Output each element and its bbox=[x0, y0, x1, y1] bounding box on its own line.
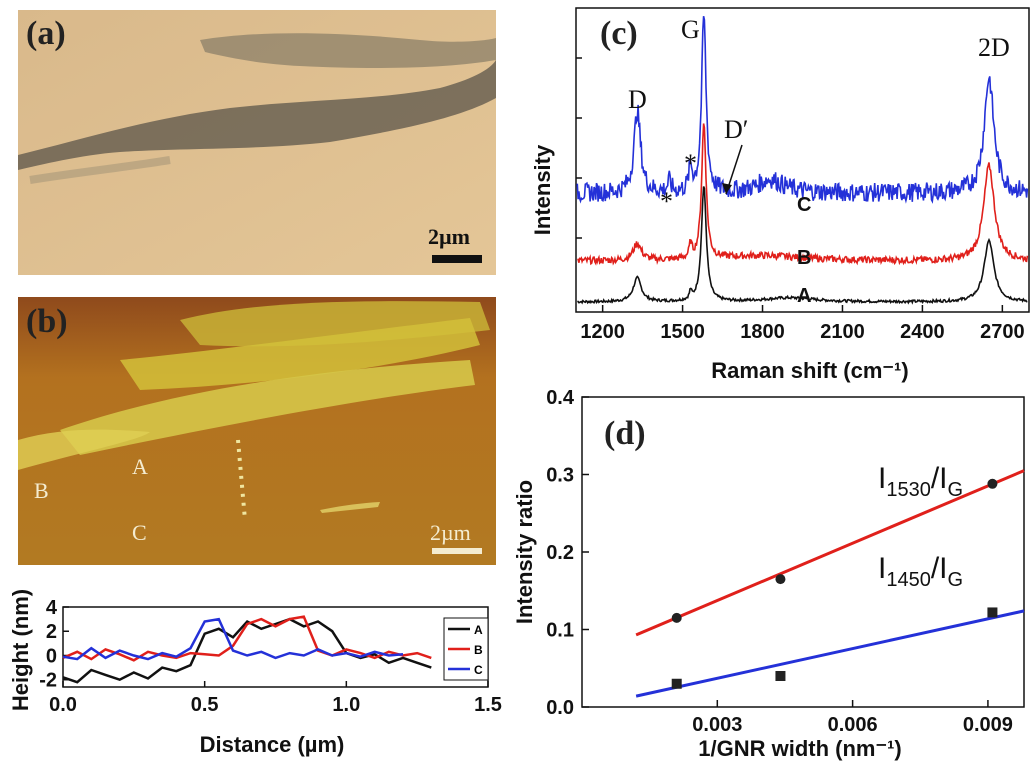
ratio-point bbox=[775, 574, 786, 585]
raman-plot-area bbox=[575, 7, 1030, 313]
ratio-ytick-label: 0.2 bbox=[546, 542, 574, 564]
scale-bar-a bbox=[432, 255, 482, 263]
raman-xtick-label: 1200 bbox=[580, 321, 625, 343]
ratio-plot-area bbox=[581, 396, 1025, 708]
ratio-ytick-label: 0.1 bbox=[546, 620, 574, 642]
raman-xtick-label: 2700 bbox=[980, 321, 1025, 343]
ratio-ylabel: Intensity ratio bbox=[512, 480, 537, 624]
ratio-point bbox=[987, 478, 998, 489]
profile-xtick-label: 1.5 bbox=[474, 694, 502, 716]
raman-line-a bbox=[577, 186, 1028, 305]
profile-ytick-label: 2 bbox=[46, 621, 57, 643]
ratio-point bbox=[671, 612, 682, 623]
profile-ytick-label: 0 bbox=[46, 645, 57, 667]
ratio-fit-line-1 bbox=[635, 609, 1025, 698]
annotation-i1450-ig: I1450/IG bbox=[878, 552, 963, 591]
ratio-xtick-label: 0.009 bbox=[963, 714, 1013, 736]
raman-ylabel: Intensity bbox=[530, 144, 555, 235]
ratio-ytick-label: 0.4 bbox=[546, 387, 575, 409]
profile-line-b bbox=[62, 615, 432, 662]
afm-marker-c: C bbox=[132, 520, 147, 545]
profile-ytick-label: -2 bbox=[39, 670, 57, 692]
ratio-ytick-label: 0.0 bbox=[546, 697, 574, 719]
panel-label-c: (c) bbox=[600, 15, 638, 52]
graphene-ribbon-shadow bbox=[18, 60, 496, 170]
raman-xlabel: Raman shift (cm⁻¹) bbox=[711, 358, 908, 383]
raman-label-b: B bbox=[797, 247, 811, 269]
scale-bar-label-b: 2µm bbox=[430, 520, 471, 545]
afm-flake-middle bbox=[120, 318, 480, 390]
intensity-ratio-chart: 0.0 0.1 0.2 0.3 0.4 0.003 0.006 0.009 (d) I153… bbox=[512, 387, 1025, 761]
d-prime-arrowhead bbox=[722, 183, 732, 194]
afm-marker-a: A bbox=[132, 454, 148, 479]
ratio-point bbox=[775, 671, 786, 681]
afm-ribbon-c bbox=[320, 502, 380, 513]
profile-line-c bbox=[62, 617, 404, 661]
afm-ribbon-main bbox=[60, 360, 475, 455]
annotation-i1530-ig: I1530/IG bbox=[878, 462, 963, 501]
panel-label-d: (d) bbox=[604, 415, 646, 452]
graphene-flake-shadow bbox=[200, 33, 496, 68]
profile-ylabel: Height (nm) bbox=[8, 589, 33, 711]
profile-xtick-label: 1.0 bbox=[332, 694, 360, 716]
ratio-fit-line-0 bbox=[635, 469, 1025, 637]
profile-xtick-label: 0.5 bbox=[191, 694, 219, 716]
optical-image-panel: (a) 2µm bbox=[18, 10, 496, 275]
scale-bar-b bbox=[432, 548, 482, 554]
scale-bar-label-a: 2µm bbox=[428, 224, 470, 249]
ratio-point bbox=[987, 607, 998, 618]
profile-ytick-label: 4 bbox=[46, 597, 58, 619]
profile-xlabel: Distance (µm) bbox=[200, 732, 345, 757]
ratio-xlabel: 1/GNR width (nm⁻¹) bbox=[698, 736, 901, 761]
raman-xtick-label: 2400 bbox=[900, 321, 945, 343]
height-profile-chart: 420 -2 0.0 0.5 1.0 1.5 ABC Height (nm) Dista… bbox=[8, 589, 502, 757]
profile-legend-label: A bbox=[474, 623, 483, 637]
panel-label-b: (b) bbox=[26, 303, 68, 340]
profile-xtick-label: 0.0 bbox=[49, 694, 77, 716]
raman-xtick-label: 2100 bbox=[820, 321, 865, 343]
raman-label-c: C bbox=[797, 194, 811, 216]
peak-star-1450: * bbox=[660, 187, 673, 216]
panel-label-a: (a) bbox=[26, 15, 66, 52]
raman-line-c bbox=[576, 16, 1029, 204]
peak-star-1530: * bbox=[684, 149, 697, 178]
afm-marker-b: B bbox=[34, 478, 49, 503]
profile-legend-label: C bbox=[474, 663, 483, 677]
profile-legend-label: B bbox=[474, 643, 483, 657]
raman-label-a: A bbox=[797, 285, 811, 307]
raman-xtick-label: 1800 bbox=[740, 321, 785, 343]
thin-ribbon-shadow bbox=[29, 156, 171, 184]
peak-label-d-prime: D′ bbox=[724, 115, 748, 144]
ratio-xtick-label: 0.003 bbox=[692, 714, 742, 736]
afm-image-panel: (b) A B C 2µm bbox=[18, 297, 496, 565]
peak-label-g: G bbox=[681, 15, 700, 44]
ratio-point bbox=[671, 678, 682, 689]
ratio-ytick-label: 0.3 bbox=[546, 465, 574, 487]
peak-label-d: D bbox=[628, 85, 647, 114]
raman-line-b bbox=[577, 123, 1029, 266]
raman-spectrum-chart: 1200 1500 1800 2100 2400 2700 (c) D G D′ 2D *… bbox=[530, 7, 1030, 383]
raman-xtick-label: 1500 bbox=[660, 321, 705, 343]
afm-ribbon-b bbox=[18, 429, 150, 470]
peak-label-2d: 2D bbox=[978, 33, 1010, 62]
ratio-xtick-label: 0.006 bbox=[828, 714, 878, 736]
